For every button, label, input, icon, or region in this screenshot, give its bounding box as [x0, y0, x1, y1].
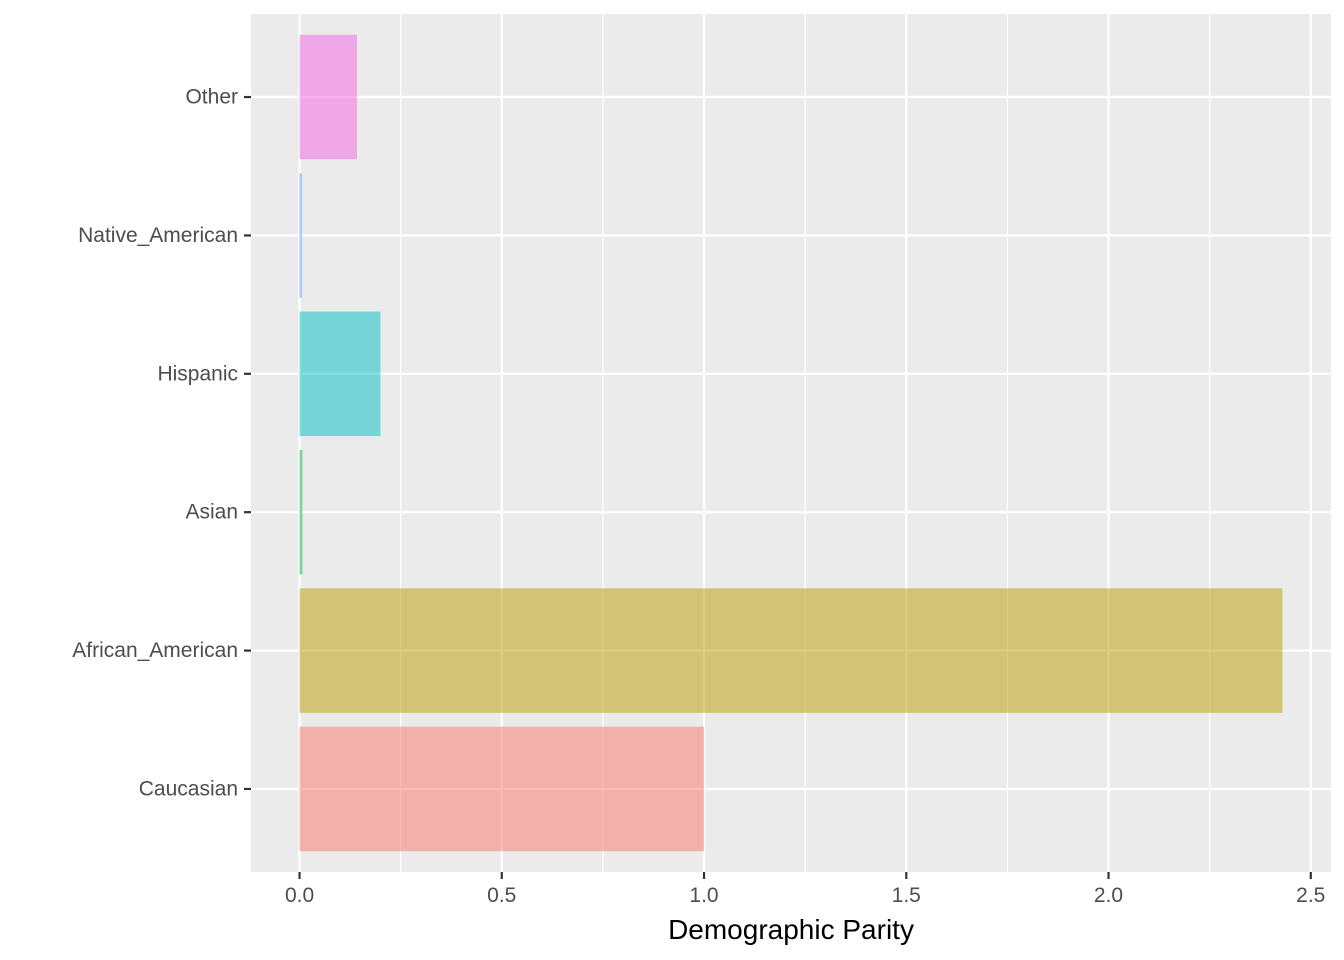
bar-asian	[299, 449, 303, 575]
bars	[299, 34, 1283, 852]
bar-caucasian	[299, 726, 705, 852]
y-tick-label: Caucasian	[139, 777, 238, 800]
x-tick-label: 2.0	[1094, 884, 1123, 907]
y-tick-label: Other	[185, 86, 238, 109]
bar-other	[299, 34, 357, 160]
y-tick-label: African_American	[72, 639, 238, 662]
x-tick-label: 0.5	[487, 884, 516, 907]
y-tick-label: Asian	[185, 501, 238, 524]
x-tick-label: 1.5	[892, 884, 921, 907]
x-axis: 0.0 0.5 1.0 1.5 2.0 2.5	[285, 872, 1325, 907]
x-axis-title: Demographic Parity	[668, 914, 914, 945]
x-tick-label: 0.0	[285, 884, 314, 907]
x-tick-label: 1.0	[689, 884, 718, 907]
grid	[251, 14, 1331, 872]
y-axis: Caucasian African_American Asian Hispanic Na…	[72, 86, 251, 800]
x-tick-label: 2.5	[1296, 884, 1325, 907]
bar-hispanic	[299, 311, 381, 437]
y-tick-label: Hispanic	[157, 362, 238, 385]
bar-african-american	[299, 588, 1283, 713]
y-tick-label: Native_American	[78, 224, 238, 247]
bar-native-american	[299, 173, 302, 298]
